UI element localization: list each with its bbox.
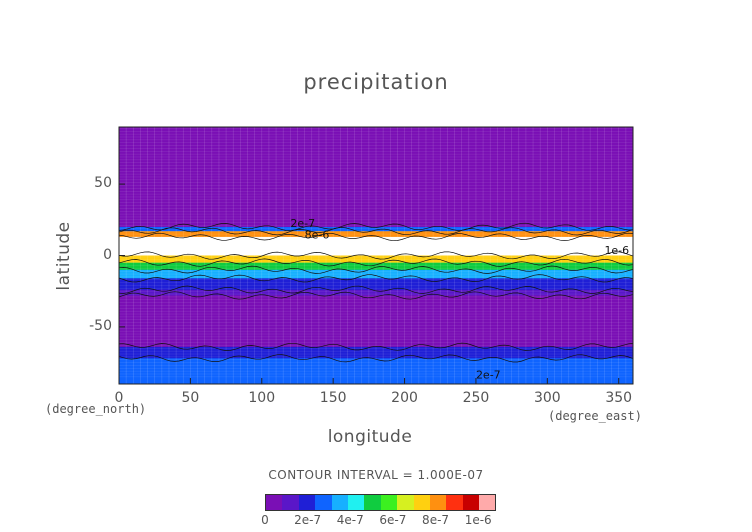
colorbar-swatch-5 (347, 495, 365, 510)
contour-lines: 2e-78e-61e-62e-7 (119, 217, 633, 381)
colorbar (265, 494, 497, 511)
contour-line-7 (119, 274, 633, 283)
field-band-9 (119, 295, 633, 348)
colorbar-swatch-10 (429, 495, 447, 510)
x-tick-label: 250 (462, 390, 490, 406)
chart-title: precipitation (303, 70, 449, 94)
contour-label-0: 2e-7 (290, 217, 315, 230)
contour-label-1: 8e-6 (305, 228, 330, 241)
field-band-3 (119, 236, 633, 256)
contour-line-4 (119, 251, 633, 260)
colorbar-swatch-3 (315, 495, 332, 510)
y-tick-label: -50 (89, 317, 112, 334)
field-band-7 (119, 278, 633, 291)
precipitation-field (119, 127, 633, 384)
contour-line-11 (119, 354, 633, 363)
x-tick-label: 300 (533, 390, 561, 406)
colorbar-swatch-13 (479, 495, 496, 510)
field-band-2 (119, 231, 633, 238)
axis-ticks (118, 183, 620, 384)
contour-line-1 (119, 222, 633, 232)
colorbar-swatch-4 (331, 495, 348, 510)
x-tick-label: 0 (114, 390, 124, 406)
colorbar-swatch-8 (397, 495, 414, 510)
colorbar-label: 1e-6 (464, 513, 492, 527)
y-tick-label: 50 (94, 175, 112, 192)
x-tick-label: 100 (248, 390, 276, 406)
contour-label-3: 2e-7 (476, 368, 501, 381)
field-band-8 (119, 289, 633, 296)
field-band-4 (119, 255, 633, 264)
field-band-6 (119, 269, 633, 279)
contour-line-5 (119, 258, 633, 267)
colorbar-swatch-12 (462, 495, 480, 510)
y-unit-label: (degree_north) (45, 402, 147, 416)
x-tick-label: 50 (181, 390, 200, 406)
contour-line-10 (119, 342, 633, 351)
contour-line-2 (119, 227, 633, 236)
y-tick-label: 0 (103, 246, 112, 263)
field-band-10 (119, 346, 633, 359)
contour-line-8 (119, 285, 633, 294)
colorbar-label: 8e-7 (422, 513, 450, 527)
colorbar-swatch-7 (380, 495, 398, 510)
colorbar-label: 6e-7 (379, 513, 407, 527)
gridlines (119, 127, 633, 384)
colorbar-swatch-6 (364, 495, 381, 510)
contour-line-9 (119, 291, 633, 300)
contour-line-6 (119, 265, 633, 274)
contour-label-2: 1e-6 (604, 244, 629, 257)
field-band-1 (119, 226, 633, 232)
colorbar-label: 0 (261, 513, 269, 527)
colorbar-label: 2e-7 (294, 513, 322, 527)
field-band-0 (119, 127, 633, 228)
x-tick-label: 200 (391, 390, 418, 406)
colorbar-swatch-1 (282, 495, 299, 510)
contour-line-3 (119, 232, 633, 242)
colorbar-label: 4e-7 (336, 513, 364, 527)
colorbar-swatch-0 (266, 495, 283, 510)
colorbar-swatch-11 (446, 495, 463, 510)
colorbar-swatch-2 (298, 495, 316, 510)
field-band-5 (119, 262, 633, 271)
contour-interval: CONTOUR INTERVAL = 1.000E-07 (268, 468, 484, 482)
x-tick-label: 350 (605, 390, 633, 406)
x-unit-label: (degree_east) (548, 409, 642, 423)
colorbar-swatch-9 (413, 495, 430, 510)
x-tick-label: 150 (319, 390, 347, 406)
y-axis-label: latitude (54, 221, 74, 291)
x-axis-label: longitude (327, 427, 413, 447)
